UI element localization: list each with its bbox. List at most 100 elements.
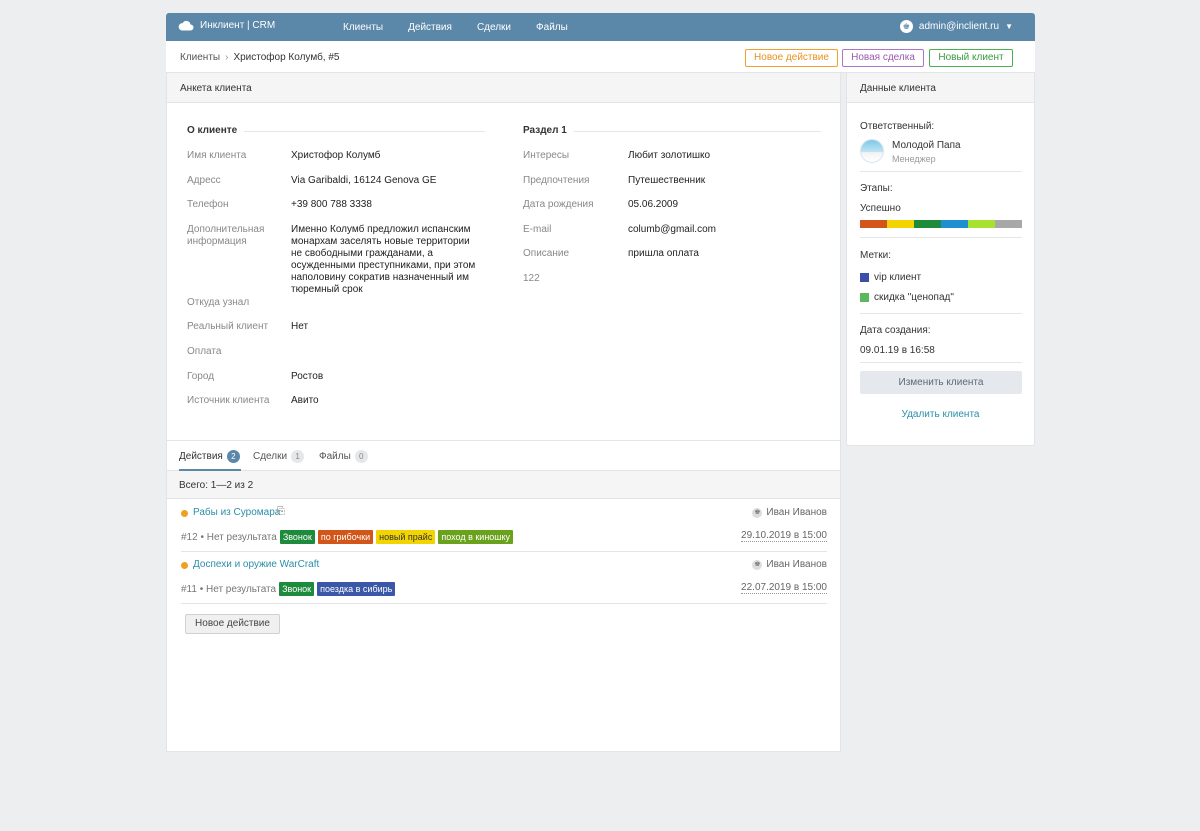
divider [860, 237, 1022, 238]
client-profile-panel: Анкета клиента О клиенте Раздел 1 Имя кл… [166, 73, 841, 752]
action-title[interactable]: Рабы из Суромара [193, 507, 281, 518]
action-meta: #11 • Нет результата Звонок поездка в си… [181, 582, 396, 596]
action-title[interactable]: Доспехи и оружие WarCraft [193, 559, 320, 570]
tag[interactable]: поездка в сибирь [317, 582, 396, 596]
breadcrumb-clients[interactable]: Клиенты [180, 52, 221, 63]
total-count: Всего: 1—2 из 2 [167, 471, 840, 499]
mark-color [860, 293, 869, 302]
tab-label: Файлы [319, 451, 351, 462]
user-icon: ♚ [899, 20, 913, 33]
avatar [860, 139, 884, 163]
stage-segment [887, 220, 914, 228]
field-label-birthdate: Дата рождения [523, 199, 594, 210]
assignee-name: Иван Иванов [766, 507, 827, 518]
action-row: Рабы из Суромара ⎘ ♚ Иван Иванов #12 • Н… [181, 500, 827, 552]
responsible-label: Ответственный: [860, 121, 935, 132]
tag[interactable]: поход в киношку [438, 530, 514, 544]
field-label-name: Имя клиента [187, 150, 247, 161]
new-client-button[interactable]: Новый клиент [929, 49, 1013, 67]
field-value-real-client: Нет [291, 321, 309, 332]
tab-deals[interactable]: Сделки 1 [253, 450, 305, 463]
delete-client-link[interactable]: Удалить клиента [901, 409, 980, 420]
divider [244, 131, 485, 132]
action-date: 29.10.2019 в 15:00 [741, 530, 827, 542]
stage-segment [995, 220, 1022, 228]
sidebar-header: Данные клиента [847, 73, 1034, 103]
nav-deals[interactable]: Сделки [476, 21, 512, 33]
breadcrumb-bar: Клиенты › Христофор Колумб, #5 Новое дейст… [166, 41, 1035, 73]
app-title: Инклиент | CRM [200, 20, 276, 31]
paperclip-icon: ⎘ [277, 506, 285, 517]
field-value-email: columb@gmail.com [628, 224, 716, 235]
field-label-email: E-mail [523, 224, 552, 235]
field-label-122: 122 [523, 273, 540, 284]
caret-down-icon: ▼ [1005, 22, 1013, 31]
marks-label: Метки: [860, 250, 891, 261]
tag[interactable]: Звонок [279, 530, 315, 544]
divider [860, 362, 1022, 363]
action-assignee: ♚ Иван Иванов [752, 559, 827, 570]
tag[interactable]: новый прайс [376, 530, 436, 544]
mark-item: vip клиент [860, 272, 921, 283]
cloud-icon [178, 20, 194, 31]
tag[interactable]: Звонок [279, 582, 315, 596]
user-menu[interactable]: ♚ admin@inclient.ru ▼ [899, 20, 1013, 33]
field-label-source: Откуда узнал [187, 297, 250, 308]
field-value-phone: +39 800 788 3338 [291, 199, 372, 210]
action-number-result: #12 • Нет результата [181, 531, 277, 543]
section1-title: Раздел 1 [523, 125, 567, 136]
active-tab-indicator [179, 469, 241, 471]
divider [574, 131, 821, 132]
stages-label: Этапы: [860, 183, 893, 194]
count-badge: 1 [291, 450, 305, 463]
action-assignee: ♚ Иван Иванов [752, 507, 827, 518]
new-deal-button[interactable]: Новая сделка [842, 49, 924, 67]
field-label-real-client: Реальный клиент [187, 321, 269, 332]
breadcrumb-current: Христофор Колумб, #5 [233, 52, 340, 63]
stage-value: Успешно [860, 203, 901, 214]
count-badge: 2 [226, 450, 240, 463]
count-badge: 0 [354, 450, 368, 463]
stage-segment [941, 220, 968, 228]
user-icon: ♚ [752, 507, 763, 518]
action-number-result: #11 • Нет результата [181, 583, 277, 595]
field-value-extra-info: Именно Колумб предложил испанским монарх… [291, 224, 476, 295]
created-label: Дата создания: [860, 325, 931, 336]
action-meta: #12 • Нет результата Звонок по грибочки … [181, 530, 514, 544]
field-value-birthdate: 05.06.2009 [628, 199, 679, 210]
mark-color [860, 273, 869, 282]
tab-files[interactable]: Файлы 0 [319, 450, 368, 463]
assignee-name: Иван Иванов [766, 559, 827, 570]
responsible-name[interactable]: Молодой Папа [892, 140, 961, 151]
nav-clients[interactable]: Клиенты [343, 21, 384, 33]
new-action-button[interactable]: Новое действие [185, 614, 280, 634]
stage-segment [860, 220, 887, 228]
field-label-phone: Телефон [187, 199, 229, 210]
tab-actions[interactable]: Действия 2 [179, 450, 240, 463]
divider [860, 171, 1022, 172]
field-value-preferences: Путешественник [628, 175, 706, 186]
field-value-interests: Любит золотишко [628, 150, 711, 161]
created-value: 09.01.19 в 16:58 [860, 345, 935, 356]
nav-files[interactable]: Файлы [536, 21, 568, 33]
field-label-preferences: Предпочтения [523, 175, 590, 186]
nav-actions[interactable]: Действия [408, 21, 452, 33]
tag[interactable]: по грибочки [317, 530, 374, 544]
tabs: Действия 2 Сделки 1 Файлы 0 [167, 440, 840, 471]
field-value-address: Via Garibaldi, 16124 Genova GE [291, 175, 437, 186]
edit-client-button[interactable]: Изменить клиента [860, 371, 1022, 394]
breadcrumb: Клиенты › Христофор Колумб, #5 [180, 52, 340, 63]
field-label-description: Описание [523, 248, 570, 259]
field-label-client-source: Источник клиента [187, 395, 270, 406]
field-label-address: Адресс [187, 175, 221, 186]
about-section-title: О клиенте [187, 125, 238, 136]
mark-item: скидка "ценопад" [860, 292, 954, 303]
stage-segment [968, 220, 995, 228]
main-nav: Клиенты Действия Сделки Файлы [343, 13, 593, 41]
app-logo[interactable]: Инклиент | CRM [178, 20, 275, 31]
chevron-right-icon: › [225, 52, 229, 63]
responsible-role: Менеджер [892, 154, 936, 164]
action-date: 22.07.2019 в 15:00 [741, 582, 827, 594]
action-row: Доспехи и оружие WarCraft ♚ Иван Иванов … [181, 552, 827, 604]
new-action-button[interactable]: Новое действие [745, 49, 838, 67]
